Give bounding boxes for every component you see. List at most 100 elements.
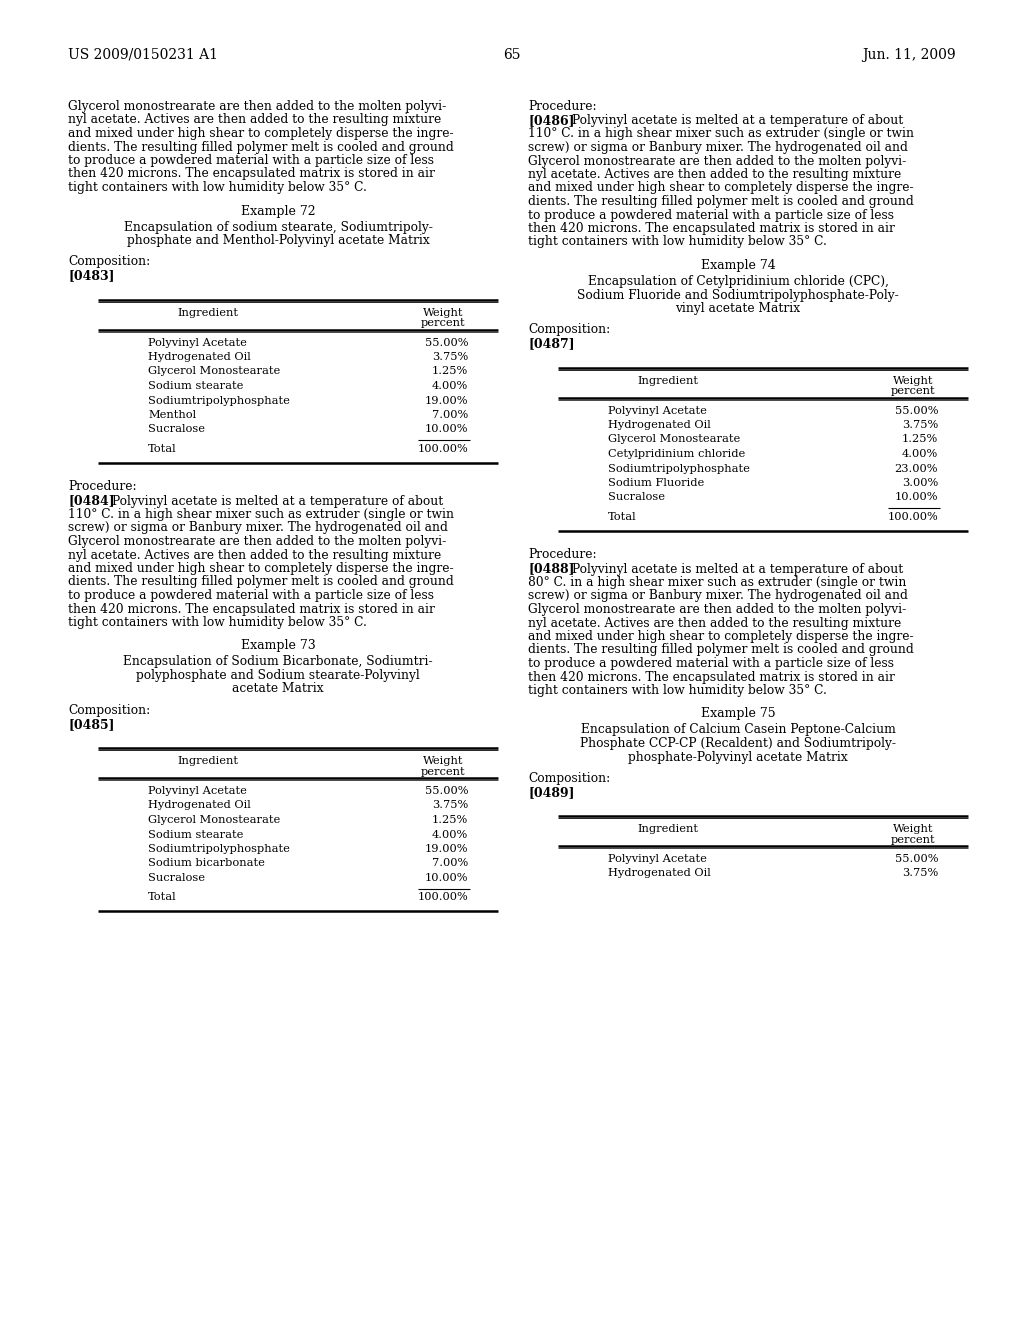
Text: to produce a powdered material with a particle size of less: to produce a powdered material with a pa…: [528, 657, 894, 671]
Text: [0488]: [0488]: [528, 562, 574, 576]
Text: Polyvinyl Acetate: Polyvinyl Acetate: [608, 405, 707, 416]
Text: 4.00%: 4.00%: [432, 829, 468, 840]
Text: dients. The resulting filled polymer melt is cooled and ground: dients. The resulting filled polymer mel…: [68, 140, 454, 153]
Text: nyl acetate. Actives are then added to the resulting mixture: nyl acetate. Actives are then added to t…: [68, 114, 441, 127]
Text: Polyvinyl Acetate: Polyvinyl Acetate: [148, 785, 247, 796]
Text: Encapsulation of sodium stearate, Sodiumtripoly-: Encapsulation of sodium stearate, Sodium…: [124, 220, 432, 234]
Text: then 420 microns. The encapsulated matrix is stored in air: then 420 microns. The encapsulated matri…: [68, 602, 435, 615]
Text: Sucralose: Sucralose: [608, 492, 665, 503]
Text: Menthol: Menthol: [148, 411, 197, 420]
Text: percent: percent: [421, 318, 465, 329]
Text: screw) or sigma or Banbury mixer. The hydrogenated oil and: screw) or sigma or Banbury mixer. The hy…: [68, 521, 447, 535]
Text: 100.00%: 100.00%: [417, 892, 468, 903]
Text: US 2009/0150231 A1: US 2009/0150231 A1: [68, 48, 218, 62]
Text: 10.00%: 10.00%: [895, 492, 938, 503]
Text: Sucralose: Sucralose: [148, 873, 205, 883]
Text: dients. The resulting filled polymer melt is cooled and ground: dients. The resulting filled polymer mel…: [528, 195, 913, 209]
Text: Encapsulation of Cetylpridinium chloride (CPC),: Encapsulation of Cetylpridinium chloride…: [588, 275, 889, 288]
Text: 1.25%: 1.25%: [432, 814, 468, 825]
Text: dients. The resulting filled polymer melt is cooled and ground: dients. The resulting filled polymer mel…: [528, 644, 913, 656]
Text: 10.00%: 10.00%: [425, 425, 468, 434]
Text: percent: percent: [891, 836, 935, 845]
Text: Polyvinyl acetate is melted at a temperature of about: Polyvinyl acetate is melted at a tempera…: [572, 562, 903, 576]
Text: Sodium bicarbonate: Sodium bicarbonate: [148, 858, 265, 869]
Text: Example 73: Example 73: [241, 639, 315, 652]
Text: [0489]: [0489]: [528, 785, 574, 799]
Text: Encapsulation of Calcium Casein Peptone-Calcium: Encapsulation of Calcium Casein Peptone-…: [581, 723, 895, 737]
Text: 55.00%: 55.00%: [895, 405, 938, 416]
Text: 23.00%: 23.00%: [895, 463, 938, 474]
Text: Hydrogenated Oil: Hydrogenated Oil: [608, 869, 711, 879]
Text: Ingredient: Ingredient: [638, 375, 698, 385]
Text: then 420 microns. The encapsulated matrix is stored in air: then 420 microns. The encapsulated matri…: [68, 168, 435, 181]
Text: Composition:: Composition:: [528, 772, 610, 785]
Text: percent: percent: [891, 387, 935, 396]
Text: Glycerol Monostearate: Glycerol Monostearate: [148, 367, 281, 376]
Text: Phosphate CCP-CP (Recaldent) and Sodiumtripoly-: Phosphate CCP-CP (Recaldent) and Sodiumt…: [580, 737, 896, 750]
Text: Sodium Fluoride and Sodiumtripolyphosphate-Poly-: Sodium Fluoride and Sodiumtripolyphospha…: [578, 289, 899, 301]
Text: Weight: Weight: [893, 824, 933, 834]
Text: and mixed under high shear to completely disperse the ingre-: and mixed under high shear to completely…: [68, 562, 454, 576]
Text: Hydrogenated Oil: Hydrogenated Oil: [608, 420, 711, 430]
Text: Weight: Weight: [893, 375, 933, 385]
Text: Cetylpridinium chloride: Cetylpridinium chloride: [608, 449, 745, 459]
Text: Ingredient: Ingredient: [177, 756, 239, 766]
Text: Sodiumtripolyphosphate: Sodiumtripolyphosphate: [608, 463, 750, 474]
Text: Sodiumtripolyphosphate: Sodiumtripolyphosphate: [148, 396, 290, 405]
Text: tight containers with low humidity below 35° C.: tight containers with low humidity below…: [68, 616, 367, 630]
Text: 1.25%: 1.25%: [432, 367, 468, 376]
Text: Ingredient: Ingredient: [177, 308, 239, 318]
Text: 3.75%: 3.75%: [902, 869, 938, 879]
Text: 1.25%: 1.25%: [902, 434, 938, 445]
Text: Weight: Weight: [423, 308, 463, 318]
Text: Composition:: Composition:: [528, 323, 610, 337]
Text: [0487]: [0487]: [528, 338, 574, 351]
Text: 3.00%: 3.00%: [902, 478, 938, 488]
Text: Sucralose: Sucralose: [148, 425, 205, 434]
Text: 55.00%: 55.00%: [425, 338, 468, 347]
Text: tight containers with low humidity below 35° C.: tight containers with low humidity below…: [528, 235, 826, 248]
Text: nyl acetate. Actives are then added to the resulting mixture: nyl acetate. Actives are then added to t…: [528, 616, 901, 630]
Text: then 420 microns. The encapsulated matrix is stored in air: then 420 microns. The encapsulated matri…: [528, 222, 895, 235]
Text: Sodium stearate: Sodium stearate: [148, 381, 244, 391]
Text: Glycerol monostrearate are then added to the molten polyvi-: Glycerol monostrearate are then added to…: [68, 535, 446, 548]
Text: acetate Matrix: acetate Matrix: [232, 682, 324, 696]
Text: 3.75%: 3.75%: [902, 420, 938, 430]
Text: vinyl acetate Matrix: vinyl acetate Matrix: [676, 302, 801, 315]
Text: tight containers with low humidity below 35° C.: tight containers with low humidity below…: [528, 684, 826, 697]
Text: to produce a powdered material with a particle size of less: to produce a powdered material with a pa…: [68, 154, 434, 168]
Text: Hydrogenated Oil: Hydrogenated Oil: [148, 800, 251, 810]
Text: Glycerol Monostearate: Glycerol Monostearate: [148, 814, 281, 825]
Text: 65: 65: [503, 48, 521, 62]
Text: 110° C. in a high shear mixer such as extruder (single or twin: 110° C. in a high shear mixer such as ex…: [528, 128, 914, 140]
Text: and mixed under high shear to completely disperse the ingre-: and mixed under high shear to completely…: [528, 181, 913, 194]
Text: Sodium Fluoride: Sodium Fluoride: [608, 478, 705, 488]
Text: polyphosphate and Sodium stearate-Polyvinyl: polyphosphate and Sodium stearate-Polyvi…: [136, 669, 420, 682]
Text: to produce a powdered material with a particle size of less: to produce a powdered material with a pa…: [528, 209, 894, 222]
Text: Total: Total: [608, 512, 637, 521]
Text: Weight: Weight: [423, 756, 463, 766]
Text: 4.00%: 4.00%: [432, 381, 468, 391]
Text: phosphate-Polyvinyl acetate Matrix: phosphate-Polyvinyl acetate Matrix: [628, 751, 848, 763]
Text: Jun. 11, 2009: Jun. 11, 2009: [862, 48, 956, 62]
Text: Glycerol monostrearate are then added to the molten polyvi-: Glycerol monostrearate are then added to…: [528, 603, 906, 616]
Text: Composition:: Composition:: [68, 704, 151, 717]
Text: Procedure:: Procedure:: [528, 549, 597, 561]
Text: Total: Total: [148, 892, 176, 903]
Text: to produce a powdered material with a particle size of less: to produce a powdered material with a pa…: [68, 589, 434, 602]
Text: [0484]: [0484]: [68, 495, 115, 507]
Text: nyl acetate. Actives are then added to the resulting mixture: nyl acetate. Actives are then added to t…: [528, 168, 901, 181]
Text: Polyvinyl Acetate: Polyvinyl Acetate: [148, 338, 247, 347]
Text: [0485]: [0485]: [68, 718, 115, 731]
Text: Polyvinyl acetate is melted at a temperature of about: Polyvinyl acetate is melted at a tempera…: [572, 114, 903, 127]
Text: 19.00%: 19.00%: [425, 843, 468, 854]
Text: and mixed under high shear to completely disperse the ingre-: and mixed under high shear to completely…: [528, 630, 913, 643]
Text: 7.00%: 7.00%: [432, 411, 468, 420]
Text: screw) or sigma or Banbury mixer. The hydrogenated oil and: screw) or sigma or Banbury mixer. The hy…: [528, 590, 908, 602]
Text: phosphate and Menthol-Polyvinyl acetate Matrix: phosphate and Menthol-Polyvinyl acetate …: [127, 234, 429, 247]
Text: 3.75%: 3.75%: [432, 352, 468, 362]
Text: Example 75: Example 75: [700, 708, 775, 721]
Text: and mixed under high shear to completely disperse the ingre-: and mixed under high shear to completely…: [68, 127, 454, 140]
Text: Sodium stearate: Sodium stearate: [148, 829, 244, 840]
Text: Encapsulation of Sodium Bicarbonate, Sodiumtri-: Encapsulation of Sodium Bicarbonate, Sod…: [123, 656, 433, 668]
